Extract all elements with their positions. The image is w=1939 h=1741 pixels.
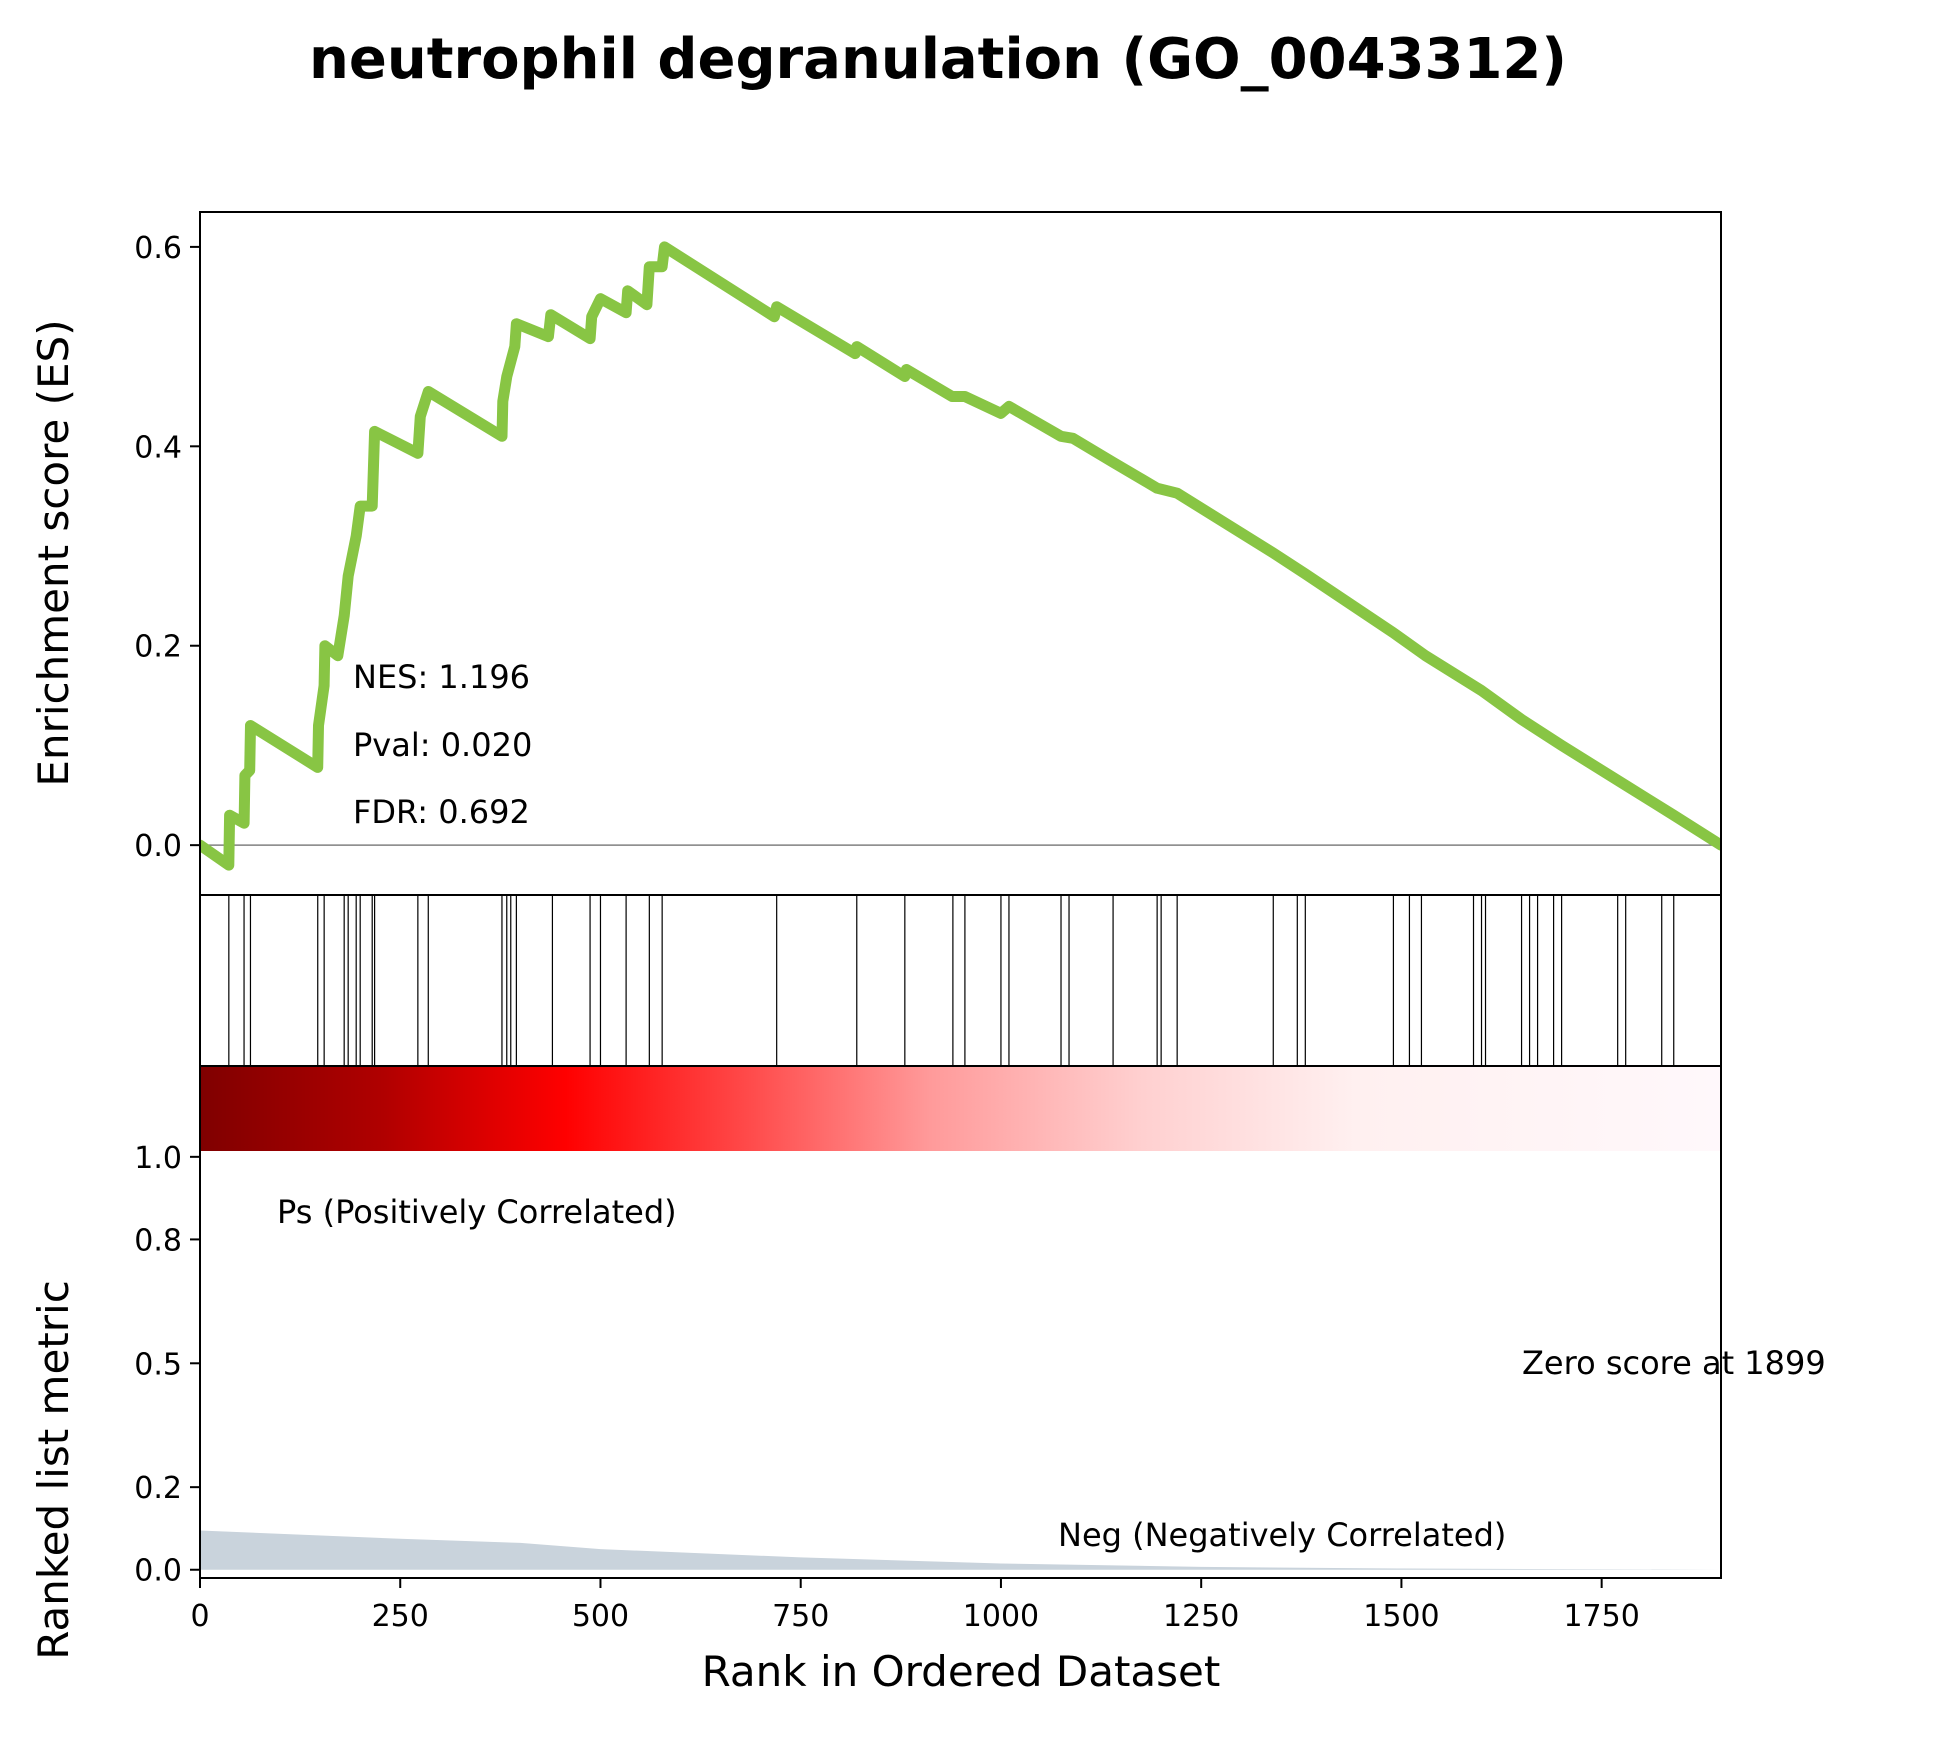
es-y-tick-label: 0.0 (134, 829, 182, 864)
nes-annotation: NES: 1.196 (353, 658, 530, 696)
rank-panel: 0.0 0.2 0.5 0.8 1.0 Ps (Positively Correlate… (29, 1065, 1826, 1660)
es-panel: 0.0 0.2 0.4 0.6 Enrichment score (ES) NES: … (29, 211, 1722, 896)
x-tick-label: 250 (372, 1599, 429, 1634)
rank-y-tick-label: 0.5 (134, 1347, 182, 1382)
es-y-tick-label: 0.4 (134, 430, 182, 465)
fdr-annotation: FDR: 0.692 (353, 793, 530, 831)
x-tick-label: 0 (190, 1599, 209, 1634)
rank-y-axis-label: Ranked list metric (29, 1280, 78, 1660)
chart-title: neutrophil degranulation (GO_0043312) (309, 27, 1567, 92)
pval-annotation: Pval: 0.020 (353, 726, 532, 764)
x-tick-label: 1750 (1563, 1599, 1639, 1634)
pos-correlated-label: Ps (Positively Correlated) (277, 1193, 677, 1231)
rank-y-tick-label: 0.8 (134, 1223, 182, 1258)
rank-y-tick-label: 0.2 (134, 1471, 182, 1506)
rank-panel-frame (199, 1065, 1722, 1579)
zero-score-label: Zero score at 1899 (1522, 1344, 1826, 1382)
x-tick-label: 500 (572, 1599, 629, 1634)
hits-panel (199, 894, 1722, 1067)
x-tick-label: 1000 (963, 1599, 1039, 1634)
es-y-tick-label: 0.6 (134, 231, 182, 266)
rank-y-tick-label: 1.0 (134, 1141, 182, 1176)
x-tick-label: 750 (772, 1599, 829, 1634)
es-y-tick-label: 0.2 (134, 630, 182, 665)
x-axis: 0 250 500 750 1000 1250 1500 1750 (190, 1578, 1640, 1634)
es-curve (200, 241, 1721, 871)
neg-correlated-label: Neg (Negatively Correlated) (1058, 1516, 1506, 1554)
es-y-axis-label: Enrichment score (ES) (29, 319, 78, 786)
rank-y-tick-label: 0.0 (134, 1554, 182, 1589)
x-tick-label: 1250 (1163, 1599, 1239, 1634)
rank-heatmap-bar (201, 1067, 1720, 1151)
x-tick-label: 1500 (1363, 1599, 1439, 1634)
x-axis-label: Rank in Ordered Dataset (702, 1647, 1221, 1696)
rank-metric-area (200, 1530, 1721, 1570)
